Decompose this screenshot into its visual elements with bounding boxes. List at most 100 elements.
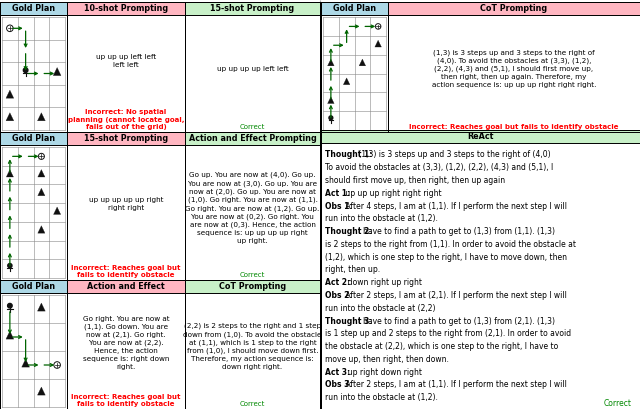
- Bar: [0, 2, 67, 15]
- Text: I have to find a path to get to (1,3) from (2,1). (1,3): I have to find a path to get to (1,3) fr…: [355, 317, 554, 326]
- Bar: [388, 2, 640, 132]
- Polygon shape: [38, 188, 45, 196]
- Text: Gold Plan: Gold Plan: [12, 134, 55, 143]
- Polygon shape: [38, 113, 45, 121]
- Text: (2,2) is 2 steps to the right and 1 step
down from (1,0). To avoid the obstacle
: (2,2) is 2 steps to the right and 1 step…: [183, 323, 322, 370]
- Bar: [388, 15, 640, 132]
- Text: Act 3:: Act 3:: [325, 368, 350, 377]
- Circle shape: [329, 116, 333, 120]
- Polygon shape: [343, 78, 350, 85]
- Text: After 2 steps, I am at (1,1). If I perform the next step I will: After 2 steps, I am at (1,1). If I perfo…: [343, 380, 567, 389]
- Bar: [185, 145, 320, 280]
- Bar: [321, 2, 388, 132]
- Bar: [0, 132, 67, 280]
- Bar: [185, 2, 320, 15]
- Bar: [0, 293, 67, 409]
- Text: Gold Plan: Gold Plan: [12, 4, 55, 13]
- Text: (1,3) is 3 steps up and 3 steps to the right of
(4,0). To avoid the obstacles at: (1,3) is 3 steps up and 3 steps to the r…: [432, 49, 596, 88]
- Bar: [67, 2, 185, 15]
- Text: run into the obstacle at (1,2).: run into the obstacle at (1,2).: [325, 214, 438, 223]
- Circle shape: [8, 263, 12, 268]
- Bar: [185, 15, 320, 132]
- Text: run into the obstacle at (2,2): run into the obstacle at (2,2): [325, 304, 435, 313]
- Polygon shape: [328, 59, 334, 66]
- Polygon shape: [54, 207, 61, 214]
- Text: ReAct: ReAct: [467, 132, 493, 141]
- Polygon shape: [6, 170, 13, 177]
- Text: Thought 2:: Thought 2:: [325, 227, 372, 236]
- Text: Obs 1:: Obs 1:: [325, 202, 353, 211]
- Text: I have to find a path to get to (1,3) from (1,1). (1,3): I have to find a path to get to (1,3) fr…: [355, 227, 554, 236]
- Text: up right down right: up right down right: [343, 368, 422, 377]
- Text: run into the obstacle at (1,2).: run into the obstacle at (1,2).: [325, 393, 438, 402]
- Text: Obs 3:: Obs 3:: [325, 380, 353, 389]
- Bar: [67, 15, 185, 132]
- Text: is 2 steps to the right from (1,1). In order to avoid the obstacle at: is 2 steps to the right from (1,1). In o…: [325, 240, 576, 249]
- Bar: [67, 280, 185, 409]
- Text: up up up up up right
right right: up up up up up right right right: [89, 197, 163, 211]
- Text: Go right. You are now at
(1,1). Go down. You are
now at (2,1). Go right.
You are: Go right. You are now at (1,1). Go down.…: [83, 315, 170, 369]
- Polygon shape: [38, 226, 45, 233]
- Text: Act 1:: Act 1:: [325, 189, 350, 198]
- Polygon shape: [6, 331, 14, 339]
- Polygon shape: [22, 359, 29, 367]
- Bar: [321, 130, 640, 143]
- Text: Thought 3:: Thought 3:: [325, 317, 372, 326]
- Bar: [321, 15, 388, 132]
- Text: Gold Plan: Gold Plan: [12, 282, 55, 291]
- Text: 15-shot Prompting: 15-shot Prompting: [84, 134, 168, 143]
- Text: down right up right: down right up right: [343, 278, 422, 287]
- Text: up up up right right right: up up up right right right: [343, 189, 442, 198]
- Bar: [321, 143, 640, 409]
- Text: (1,3) is 3 steps up and 3 steps to the right of (4,0): (1,3) is 3 steps up and 3 steps to the r…: [355, 151, 550, 160]
- Text: the obstacle at (2,2), which is one step to the right, I have to: the obstacle at (2,2), which is one step…: [325, 342, 558, 351]
- Text: up up up left left
left left: up up up left left left left: [96, 54, 156, 68]
- Bar: [185, 293, 320, 409]
- Bar: [321, 2, 388, 15]
- Bar: [0, 132, 67, 145]
- Text: To avoid the obstacles at (3,3), (1,2), (2,2), (4,3) and (5,1), I: To avoid the obstacles at (3,3), (1,2), …: [325, 163, 553, 172]
- Bar: [67, 280, 185, 293]
- Circle shape: [23, 68, 28, 72]
- Text: Incorrect: Reaches goal but fails to identify obstacle: Incorrect: Reaches goal but fails to ide…: [409, 124, 619, 130]
- Text: should first move up, then right, then up again: should first move up, then right, then u…: [325, 176, 505, 185]
- Bar: [388, 2, 640, 15]
- Bar: [0, 280, 67, 293]
- Bar: [0, 2, 67, 132]
- Bar: [321, 130, 640, 409]
- Text: up up up up left left: up up up up left left: [216, 66, 289, 72]
- Polygon shape: [375, 40, 381, 47]
- Circle shape: [8, 303, 12, 308]
- Text: Correct: Correct: [240, 272, 265, 278]
- Text: Incorrect: No spatial
planning (cannot locate goal,
falls out of the grid): Incorrect: No spatial planning (cannot l…: [68, 109, 184, 130]
- Text: Gold Plan: Gold Plan: [333, 4, 376, 13]
- Text: right, then up.: right, then up.: [325, 265, 380, 274]
- Text: Correct: Correct: [604, 400, 632, 409]
- Polygon shape: [6, 90, 14, 98]
- Text: Incorrect: Reaches goal but
fails to identify obstacle: Incorrect: Reaches goal but fails to ide…: [71, 394, 180, 407]
- Text: 10-shot Prompting: 10-shot Prompting: [84, 4, 168, 13]
- Text: 15-shot Prompting: 15-shot Prompting: [211, 4, 294, 13]
- Text: move up, then right, then down.: move up, then right, then down.: [325, 355, 449, 364]
- Text: Act 2:: Act 2:: [325, 278, 350, 287]
- Bar: [185, 2, 320, 132]
- Text: Go up. You are now at (4,0). Go up.
You are now at (3,0). Go up. You are
now at : Go up. You are now at (4,0). Go up. You …: [186, 172, 319, 243]
- Text: Action and Effect Prompting: Action and Effect Prompting: [189, 134, 316, 143]
- Polygon shape: [6, 113, 14, 121]
- Polygon shape: [53, 67, 61, 76]
- Bar: [185, 280, 320, 409]
- Bar: [67, 2, 185, 132]
- Polygon shape: [328, 97, 334, 103]
- Bar: [67, 132, 185, 280]
- Text: Incorrect: Reaches goal but
fails to identify obstacle: Incorrect: Reaches goal but fails to ide…: [71, 265, 180, 278]
- Bar: [185, 132, 320, 145]
- Text: Correct: Correct: [240, 124, 265, 130]
- Text: Action and Effect: Action and Effect: [87, 282, 165, 291]
- Polygon shape: [38, 170, 45, 177]
- Text: Obs 2:: Obs 2:: [325, 291, 353, 300]
- Polygon shape: [359, 59, 365, 66]
- Bar: [185, 132, 320, 280]
- Polygon shape: [38, 387, 45, 395]
- Bar: [67, 293, 185, 409]
- Text: (1,2), which is one step to the right, I have to move down, then: (1,2), which is one step to the right, I…: [325, 253, 567, 262]
